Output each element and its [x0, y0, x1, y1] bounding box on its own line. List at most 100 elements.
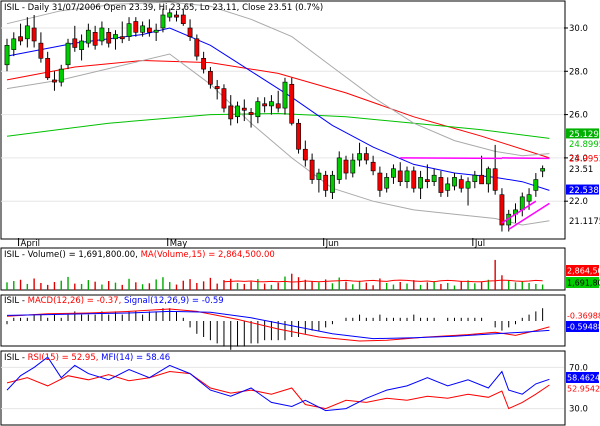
candle: [228, 95, 234, 126]
price-tick-label: 26.0: [569, 111, 588, 121]
candle-body: [221, 88, 227, 109]
price-value-label: 24.8995: [569, 140, 600, 150]
candle-body: [330, 174, 335, 193]
candle: [397, 162, 403, 187]
candle: [146, 19, 152, 37]
candle-body: [472, 174, 478, 183]
candle-body: [540, 168, 546, 172]
candle: [411, 166, 417, 193]
candle: [174, 10, 179, 22]
candle: [472, 170, 478, 189]
candle-body: [336, 157, 342, 180]
price-value-label: 23.51: [569, 165, 593, 175]
price-tick-label: 24.0: [569, 154, 588, 164]
candle-body: [377, 172, 383, 191]
candle-body: [363, 153, 369, 161]
candle: [167, 8, 173, 22]
candle: [99, 21, 105, 46]
candle-body: [153, 29, 159, 33]
candle: [255, 97, 261, 124]
candle-body: [350, 159, 356, 174]
price-tick-label: 30.0: [569, 24, 588, 34]
candle: [4, 38, 10, 72]
candle: [445, 177, 451, 197]
candle: [194, 34, 200, 61]
candle: [323, 170, 329, 197]
candle-body: [174, 14, 179, 18]
candle-body: [262, 103, 268, 107]
overlay-line-ma-50: [6, 59, 550, 159]
macd-panel-frame: [0, 294, 566, 347]
candle-body: [269, 101, 274, 107]
candle: [418, 170, 423, 200]
candle-body: [357, 153, 362, 161]
price-value-label-bg: [566, 128, 599, 139]
candle: [214, 79, 220, 100]
candle: [289, 77, 295, 126]
price-value-label: 22.538: [569, 186, 599, 196]
candle: [343, 155, 349, 180]
candle: [377, 166, 383, 197]
macd-chart-title: ISIL - MACD(12,26) = -0.37, Signal(12,26…: [4, 296, 224, 306]
month-label: April: [21, 239, 40, 249]
candle: [492, 144, 498, 195]
candle: [309, 153, 315, 184]
candle-body: [316, 172, 322, 180]
candle-body: [282, 81, 288, 109]
candle-body: [533, 179, 539, 191]
candle: [262, 97, 268, 113]
volume-chart-title: ISIL - Volume() = 1,691,800.00, MA(Volum…: [4, 250, 275, 260]
candle: [499, 188, 505, 232]
price-chart-title: ISIL - Daily 31/07/2006 Open 23.39, Hi 2…: [4, 3, 323, 13]
rsi-value-label: 52.9542: [567, 385, 600, 394]
rsi-series-line: [6, 356, 550, 412]
price-value-label: 21.1175: [569, 217, 600, 227]
candle-body: [167, 12, 173, 18]
macd-title-part: ISIL -: [4, 296, 28, 306]
candle: [160, 8, 166, 33]
candle-body: [72, 38, 78, 48]
rsi-grid: 30.0 70.0: [1, 363, 588, 415]
price-panel-frame: [0, 0, 566, 240]
candle: [438, 170, 444, 197]
macd-labels: -0.369888 -0.59488: [566, 312, 600, 332]
candle: [302, 140, 308, 167]
rsi-title-part: MFI(14) = 58.46: [101, 353, 170, 363]
macd-title-part: MACD(12,26) = -0.37,: [28, 296, 124, 306]
candle: [479, 155, 484, 185]
candle: [140, 21, 145, 37]
rsi-series-line: [6, 370, 550, 410]
volume-value-label: 2,864,500: [567, 267, 600, 276]
candle-body: [38, 42, 44, 59]
volume-value-label: 1,691,800: [567, 279, 600, 288]
candle: [208, 66, 213, 89]
candle-body: [85, 29, 91, 44]
candle-body: [194, 38, 200, 57]
candle: [269, 95, 274, 115]
candle: [241, 99, 247, 122]
candle-body: [140, 25, 145, 33]
candle-body: [235, 105, 240, 118]
candle: [221, 84, 227, 113]
month-label: May: [170, 239, 188, 249]
candle: [85, 23, 91, 48]
candle: [330, 170, 335, 200]
rsi-labels: 58.4624 52.9542: [566, 372, 600, 394]
rsi-tick-label: 70.0: [569, 363, 588, 373]
macd-value-label-bg: [566, 321, 599, 332]
month-label: Jun: [325, 239, 339, 249]
candle-body: [79, 40, 84, 50]
price-tick-label: 22.0: [569, 197, 588, 207]
candle-body: [479, 174, 484, 185]
candle: [72, 25, 78, 52]
candle: [18, 23, 23, 46]
candle-body: [397, 170, 403, 183]
price-trendlines: [400, 157, 550, 230]
candle: [404, 166, 410, 189]
candle: [113, 30, 118, 50]
macd-lines: [6, 308, 550, 342]
candle-body: [11, 38, 17, 50]
candle: [275, 90, 281, 113]
candle-body: [92, 32, 98, 46]
